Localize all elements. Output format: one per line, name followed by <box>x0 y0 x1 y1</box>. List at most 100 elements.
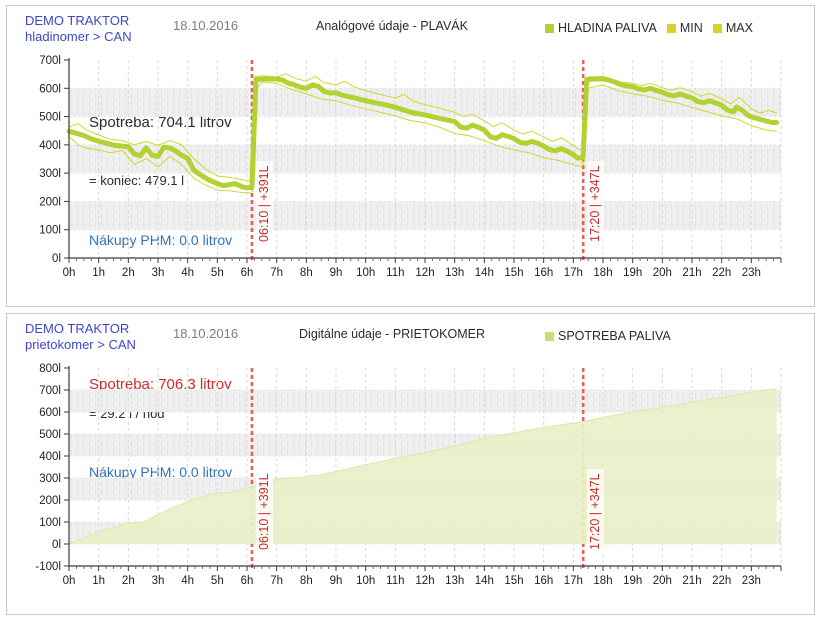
report-date: 18.10.2016 <box>173 326 239 341</box>
svg-text:8h: 8h <box>300 267 313 279</box>
svg-text:1h: 1h <box>92 267 105 279</box>
svg-text:18h: 18h <box>593 575 612 587</box>
svg-text:-100l: -100l <box>35 561 61 573</box>
svg-text:9h: 9h <box>330 267 343 279</box>
fuel-purchase-marker-label: 17:20 | +347L <box>587 469 605 554</box>
svg-text:14h: 14h <box>475 575 494 587</box>
svg-text:500l: 500l <box>39 112 61 124</box>
svg-text:3h: 3h <box>152 575 165 587</box>
svg-text:22h: 22h <box>712 575 731 587</box>
svg-text:17h: 17h <box>564 267 583 279</box>
legend-item-max[interactable]: MAX <box>712 21 753 35</box>
sensor-name: prietokomer > CAN <box>25 337 136 352</box>
svg-text:1h: 1h <box>92 575 105 587</box>
svg-text:12h: 12h <box>415 267 434 279</box>
legend-label: HLADINA PALIVA <box>558 21 657 35</box>
svg-text:17h: 17h <box>564 575 583 587</box>
legend-item-spotreba-paliva[interactable]: SPOTREBA PALIVA <box>545 329 671 343</box>
svg-text:5h: 5h <box>211 267 224 279</box>
svg-text:100l: 100l <box>39 225 61 237</box>
svg-text:200l: 200l <box>39 495 61 507</box>
svg-text:200l: 200l <box>39 196 61 208</box>
annotation-text: = koniec: 479.1 l <box>89 173 185 188</box>
legend-swatch <box>545 331 554 341</box>
svg-text:20h: 20h <box>653 575 672 587</box>
annotation-text: Nákupy PHM: 0.0 litrov <box>89 464 233 480</box>
svg-text:4h: 4h <box>181 575 194 587</box>
fuel-purchase-marker-label: 17:20 | +347L <box>587 161 605 246</box>
svg-text:16h: 16h <box>534 267 553 279</box>
svg-text:11h: 11h <box>386 267 404 279</box>
annotation-text: Spotreba: 706.3 litrov <box>89 376 232 393</box>
svg-text:4h: 4h <box>181 267 194 279</box>
svg-text:400l: 400l <box>39 451 61 463</box>
annotation-text: Nákupy PHM: 0.0 litrov <box>89 232 233 248</box>
svg-text:600l: 600l <box>39 83 61 95</box>
legend-swatch <box>545 23 554 33</box>
svg-text:12h: 12h <box>415 575 434 587</box>
svg-text:700l: 700l <box>39 55 61 67</box>
svg-text:2h: 2h <box>122 267 135 279</box>
legend-analog: HLADINA PALIVA MIN MAX <box>545 21 753 35</box>
fuel-consumption-chart: 0h 1h 2h 3h 4h 5h 6h 7h 8h 9h 10h 11h 12h 13h 14h 15h 16… <box>35 363 782 587</box>
legend-label: MIN <box>679 21 703 35</box>
svg-text:15h: 15h <box>504 267 523 279</box>
svg-text:0l: 0l <box>52 539 61 551</box>
svg-text:20h: 20h <box>653 267 672 279</box>
svg-text:800l: 800l <box>39 363 61 375</box>
svg-text:7h: 7h <box>270 575 283 587</box>
svg-text:10h: 10h <box>356 267 375 279</box>
fuel-purchase-marker-label: 06:10 | +391L <box>255 161 273 246</box>
svg-text:500l: 500l <box>39 429 61 441</box>
svg-text:7h: 7h <box>270 267 283 279</box>
svg-text:14h: 14h <box>475 267 494 279</box>
chart-title-digital: Digitálne údaje - PRIETOKOMER <box>299 327 485 341</box>
svg-text:0h: 0h <box>63 575 76 587</box>
svg-text:21h: 21h <box>682 575 701 587</box>
svg-text:3h: 3h <box>152 267 165 279</box>
svg-text:0h: 0h <box>63 267 76 279</box>
svg-text:700l: 700l <box>39 385 61 397</box>
svg-text:300l: 300l <box>39 473 61 485</box>
fuel-consumption-panel: DEMO TRAKTOR prietokomer > CAN 18.10.201… <box>6 313 815 615</box>
svg-text:23h: 23h <box>742 575 761 587</box>
svg-text:0l: 0l <box>52 253 61 265</box>
svg-text:23h: 23h <box>742 267 761 279</box>
svg-text:8h: 8h <box>300 575 313 587</box>
legend-label: SPOTREBA PALIVA <box>558 329 671 343</box>
fuel-level-panel: DEMO TRAKTOR hladinomer > CAN 18.10.2016… <box>6 5 815 307</box>
svg-text:100l: 100l <box>39 517 61 529</box>
legend-item-min[interactable]: MIN <box>666 21 703 35</box>
vehicle-link-prietokomer[interactable]: DEMO TRAKTOR prietokomer > CAN <box>25 321 136 353</box>
svg-text:600l: 600l <box>39 407 61 419</box>
svg-text:5h: 5h <box>211 575 224 587</box>
svg-text:16h: 16h <box>534 575 553 587</box>
legend-swatch <box>666 23 676 33</box>
legend-digital: SPOTREBA PALIVA <box>545 329 671 343</box>
vehicle-name: DEMO TRAKTOR <box>25 321 130 336</box>
svg-text:21h: 21h <box>682 267 701 279</box>
legend-item-hladina-paliva[interactable]: HLADINA PALIVA <box>545 21 657 35</box>
sensor-name: hladinomer > CAN <box>25 29 132 44</box>
svg-text:10h: 10h <box>356 575 375 587</box>
svg-text:13h: 13h <box>445 267 464 279</box>
svg-text:19h: 19h <box>623 575 642 587</box>
svg-text:300l: 300l <box>39 168 61 180</box>
vehicle-name: DEMO TRAKTOR <box>25 13 130 28</box>
legend-label: MAX <box>725 21 753 35</box>
svg-text:15h: 15h <box>504 575 523 587</box>
fuel-purchase-marker-label: 06:10 | +391L <box>255 469 273 554</box>
svg-text:22h: 22h <box>712 267 731 279</box>
legend-swatch <box>712 23 722 33</box>
svg-text:6h: 6h <box>241 267 254 279</box>
svg-text:13h: 13h <box>445 575 464 587</box>
annotation-text: Spotreba: 704.1 litrov <box>89 114 232 131</box>
vehicle-link-hladinomer[interactable]: DEMO TRAKTOR hladinomer > CAN <box>25 13 132 45</box>
report-date: 18.10.2016 <box>173 18 239 33</box>
svg-text:6h: 6h <box>241 575 254 587</box>
svg-text:9h: 9h <box>330 575 343 587</box>
svg-text:2h: 2h <box>122 575 135 587</box>
svg-text:11h: 11h <box>386 575 404 587</box>
svg-text:19h: 19h <box>623 267 642 279</box>
